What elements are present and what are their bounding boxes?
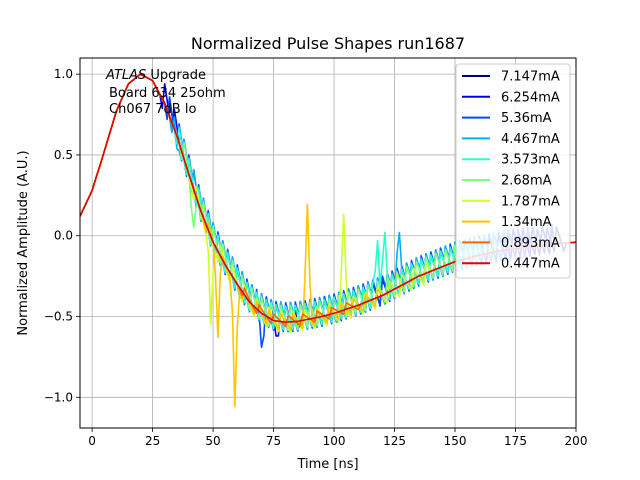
annotation-upgrade: Upgrade [146,68,206,83]
y-tick-label: −0.5 [44,310,73,324]
x-axis-ticks: 0 25 50 75 100 125 150 175 200 [88,428,587,448]
y-tick-label: 1.0 [54,67,73,81]
y-axis-label: Normalized Amplitude (A.U.) [16,150,31,335]
legend: 7.147mA 6.254mA 5.36mA 4.467mA 3.573mA 2.68mA… [455,63,571,279]
legend-label: 7.147mA [501,70,560,85]
x-tick-label: 150 [444,434,467,448]
plot-frame [79,57,577,429]
legend-label: 6.254mA [501,90,560,105]
x-tick-label: 125 [383,434,406,448]
x-axis-label: Time [ns] [296,457,358,472]
legend-label: 0.893mA [501,236,560,251]
legend-label: 4.467mA [501,132,560,147]
x-tick-label: 0 [88,434,96,448]
annotation-atlas: ATLAS [105,68,146,83]
y-tick-label: 0.0 [54,229,73,243]
y-tick-label: 0.5 [54,148,73,162]
legend-entries: 7.147mA 6.254mA 5.36mA 4.467mA 3.573mA 2.68mA… [462,70,560,272]
legend-label: 2.68mA [501,174,552,189]
annotation-channel: Ch067 7dB lo [109,102,196,117]
legend-label: 5.36mA [501,111,552,126]
svg-text:ATLAS Upgrade: ATLAS Upgrade [105,68,206,83]
x-tick-label: 50 [205,434,220,448]
x-tick-label: 75 [266,434,281,448]
x-tick-label: 175 [504,434,527,448]
legend-label: 0.447mA [501,257,560,272]
legend-label: 3.573mA [501,153,560,168]
chart-title: Normalized Pulse Shapes run1687 [191,34,465,53]
x-tick-label: 200 [565,434,588,448]
y-axis-ticks: 1.0 0.5 0.0 −0.5 −1.0 [44,67,80,404]
atlas-annotation: ATLAS Upgrade Board 634 25ohm Ch067 7dB … [105,68,226,117]
annotation-board: Board 634 25ohm [109,86,226,101]
x-tick-label: 100 [323,434,346,448]
x-tick-label: 25 [145,434,160,448]
y-tick-label: −1.0 [44,390,73,404]
legend-label: 1.34mA [501,215,552,230]
legend-label: 1.787mA [501,194,560,209]
